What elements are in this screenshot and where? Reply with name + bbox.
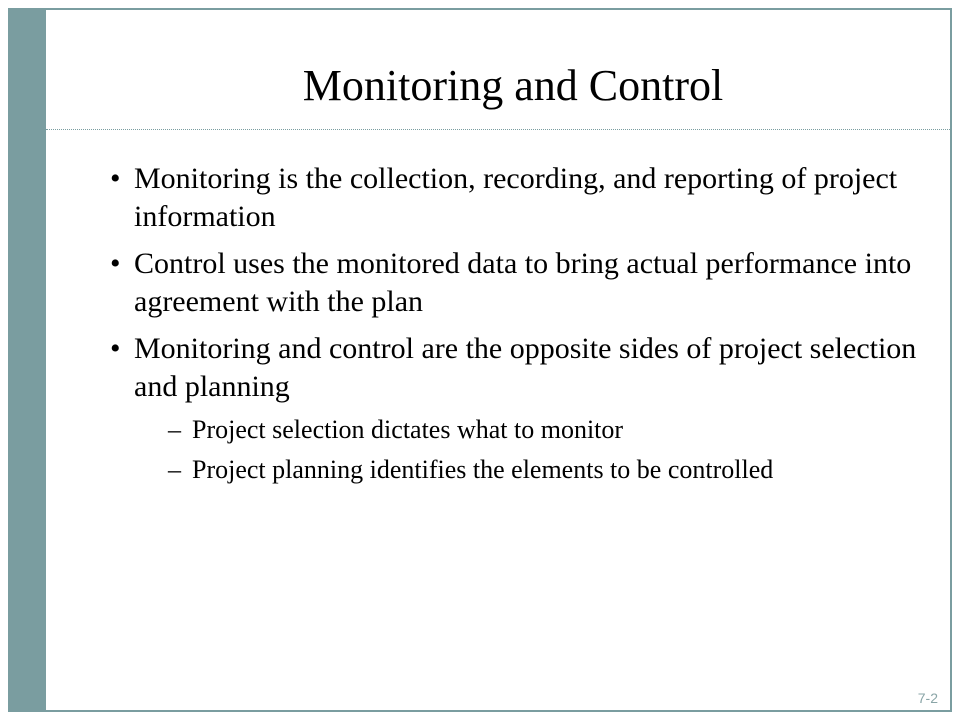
bullet-item: Monitoring is the collection, recording,… [106,160,920,235]
sub-bullet-item: Project selection dictates what to monit… [168,413,920,447]
sub-bullet-text: Project planning identifies the elements… [192,455,773,484]
side-accent-bar [10,10,46,710]
bullet-text: Monitoring is the collection, recording,… [134,162,897,233]
page-number: 7-2 [918,690,938,706]
bullet-list: Monitoring is the collection, recording,… [106,160,920,487]
slide-title: Monitoring and Control [106,60,920,111]
bullet-text: Monitoring and control are the opposite … [134,332,916,403]
bullet-item: Monitoring and control are the opposite … [106,330,920,487]
slide-content: Monitoring and Control Monitoring is the… [46,10,950,710]
sub-bullet-item: Project planning identifies the elements… [168,453,920,487]
sub-bullet-list: Project selection dictates what to monit… [134,413,920,487]
sub-bullet-text: Project selection dictates what to monit… [192,415,623,444]
bullet-item: Control uses the monitored data to bring… [106,245,920,320]
title-divider [46,129,950,130]
bullet-text: Control uses the monitored data to bring… [134,247,911,318]
